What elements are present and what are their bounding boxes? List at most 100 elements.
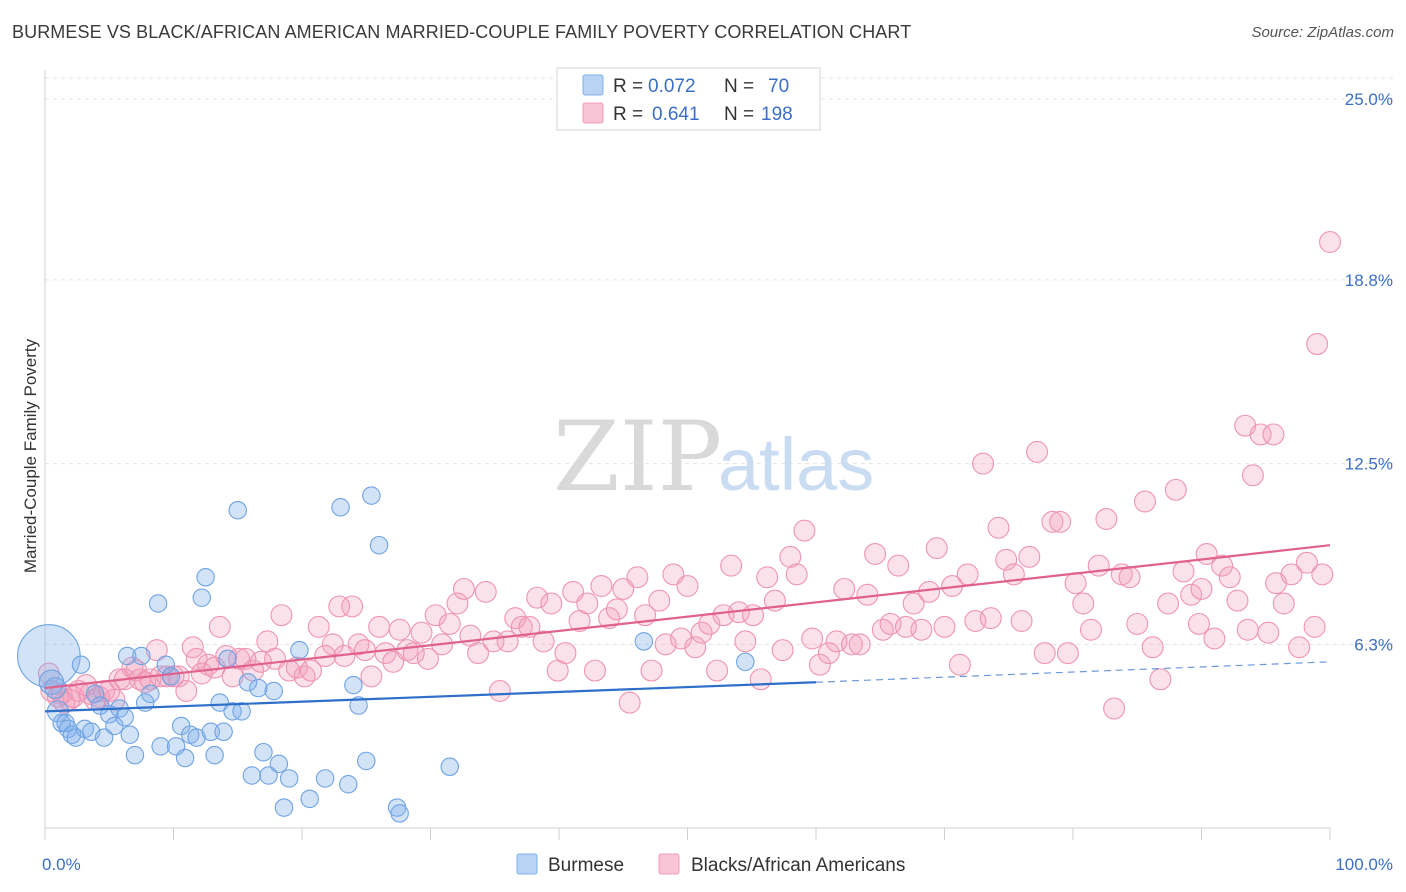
black-point	[1190, 577, 1213, 600]
bottom-legend-black-label: Blacks/African Americans	[691, 855, 905, 876]
black-point	[388, 618, 411, 641]
chart-source: Source: ZipAtlas.com	[1251, 24, 1394, 41]
burmese-point	[214, 722, 233, 742]
black-point	[341, 595, 364, 618]
trend-line-burmese-extension	[815, 661, 1331, 683]
burmese-point	[736, 652, 755, 672]
black-point	[676, 575, 699, 598]
black-point	[840, 633, 863, 656]
black-point	[285, 656, 308, 679]
black-point	[368, 615, 391, 638]
black-point	[995, 548, 1018, 571]
black-point	[1262, 423, 1285, 446]
black-point	[1103, 697, 1126, 720]
burmese-point	[44, 677, 67, 700]
black-point	[1018, 545, 1041, 568]
black-point	[1133, 490, 1156, 513]
burmese-point	[344, 675, 363, 695]
black-point	[933, 615, 956, 638]
burmese-point	[115, 707, 134, 727]
burmese-point	[264, 681, 283, 701]
burmese-point	[71, 655, 91, 674]
trend-line-burmese	[44, 681, 817, 713]
black-point	[438, 612, 461, 635]
black-point	[374, 642, 397, 665]
black-point	[554, 642, 577, 665]
black-point	[424, 604, 447, 627]
black-point	[1095, 507, 1118, 530]
burmese-point	[196, 568, 215, 587]
black-point	[1033, 642, 1056, 665]
black-point	[518, 615, 541, 638]
burmese-point	[259, 766, 278, 785]
burmese-point	[315, 769, 335, 788]
black-point	[208, 615, 231, 638]
black-point	[1280, 563, 1303, 586]
black-point	[1187, 612, 1210, 635]
black-point	[918, 580, 941, 603]
black-point	[1072, 592, 1095, 615]
trend-line-black	[44, 544, 1331, 690]
black-point	[1288, 636, 1311, 659]
black-point	[321, 633, 344, 656]
black-point	[526, 586, 549, 609]
black-point	[1149, 668, 1172, 691]
black-point	[749, 668, 772, 691]
black-point	[590, 575, 613, 598]
black-point	[670, 627, 693, 650]
burmese-point	[141, 684, 160, 704]
black-point	[185, 647, 208, 670]
black-point	[1203, 627, 1226, 650]
black-point	[793, 519, 816, 542]
burmese-point	[279, 769, 299, 788]
burmese-point	[175, 748, 195, 768]
black-point	[1049, 510, 1072, 533]
black-point	[1118, 566, 1141, 589]
black-point	[510, 615, 533, 638]
black-point	[1272, 592, 1295, 615]
black-point	[181, 636, 204, 659]
burmese-point	[331, 498, 350, 517]
legend-burmese-n-label: N =	[724, 76, 754, 97]
black-point	[1164, 478, 1187, 501]
burmese-point	[300, 789, 319, 809]
bottom-legend-burmese-label: Burmese	[548, 855, 624, 876]
black-point	[488, 679, 511, 702]
burmese-point	[357, 751, 376, 771]
burmese-point	[117, 646, 137, 666]
black-point	[618, 691, 641, 714]
burmese-point	[148, 594, 168, 613]
black-point	[817, 642, 840, 665]
x-tick-label: 0.0%	[42, 855, 81, 874]
burmese-point	[290, 640, 309, 660]
black-point	[175, 679, 198, 702]
black-point	[662, 563, 685, 586]
black-point	[1295, 551, 1318, 574]
burmese-point	[339, 775, 358, 794]
legend-burmese-n-value: 70	[768, 76, 789, 97]
black-point	[887, 554, 910, 577]
black-point	[1041, 510, 1064, 533]
black-point	[808, 653, 831, 676]
black-point	[532, 630, 555, 653]
black-point	[1311, 563, 1334, 586]
burmese-point	[249, 678, 268, 698]
burmese-point	[242, 766, 262, 785]
black-point	[167, 665, 190, 688]
black-point	[684, 636, 707, 659]
black-point	[972, 452, 995, 475]
black-point	[1056, 642, 1079, 665]
black-point	[360, 665, 383, 688]
black-point	[956, 563, 979, 586]
bottom-legend-black-swatch	[658, 853, 680, 875]
black-point	[756, 566, 779, 589]
y-tick-label: 6.3%	[1354, 635, 1393, 654]
black-point	[540, 592, 563, 615]
chart-title: BURMESE VS BLACK/AFRICAN AMERICAN MARRIE…	[12, 22, 912, 42]
legend-black-swatch	[582, 102, 604, 124]
black-point	[1180, 583, 1203, 606]
legend-burmese-swatch	[582, 74, 604, 96]
burmese-point	[362, 486, 381, 505]
bottom-legend-burmese-swatch	[516, 853, 538, 875]
